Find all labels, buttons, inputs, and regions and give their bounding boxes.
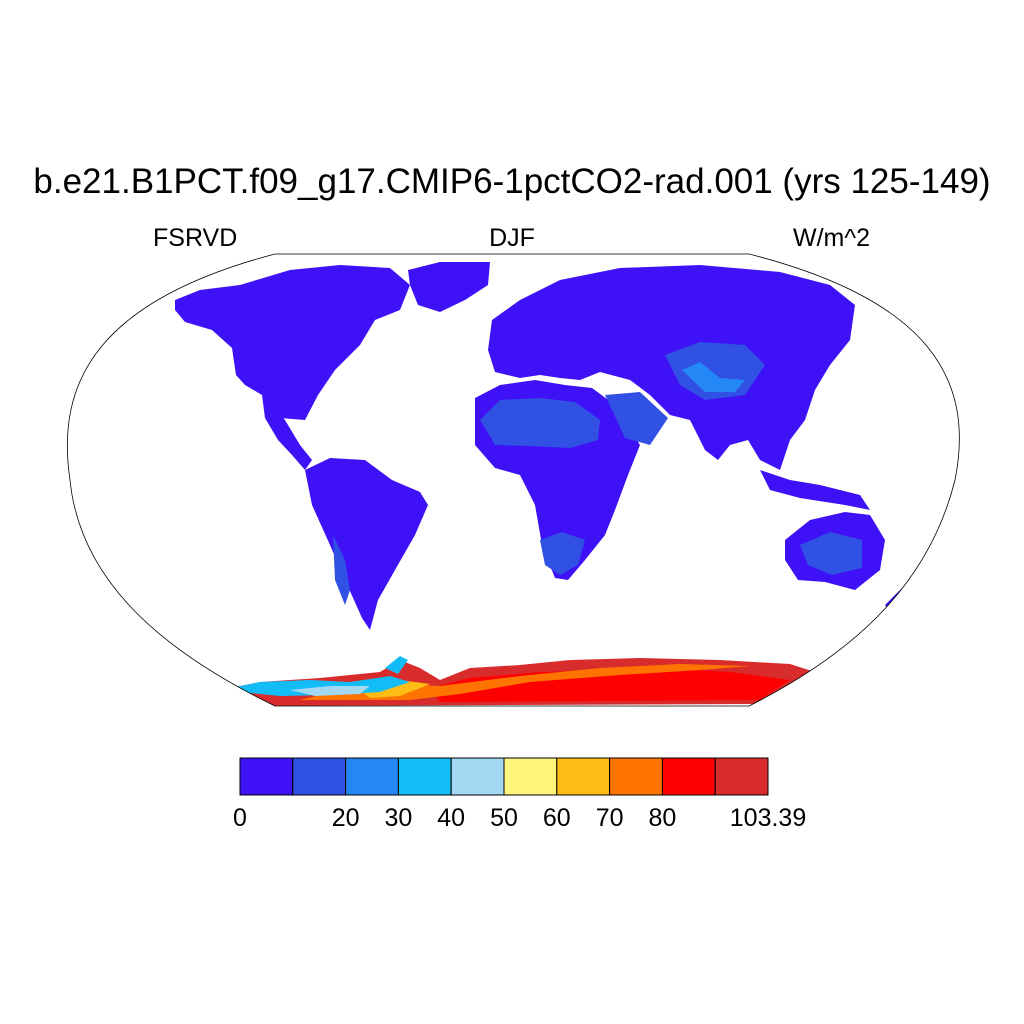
- tibetan-plateau-peak: [682, 362, 745, 392]
- southern-africa-region: [540, 532, 585, 575]
- colorbar-swatch: [661, 757, 716, 796]
- units-label: W/m^2: [792, 224, 870, 252]
- colorbar-tick-label: 60: [542, 804, 571, 832]
- colorbar-swatch: [397, 757, 452, 796]
- south-america-landmass: [305, 458, 428, 630]
- variable-label: FSRVD: [153, 224, 238, 252]
- colorbar-tick-label: 40: [437, 804, 466, 832]
- plot-title: b.e21.B1PCT.f09_g17.CMIP6-1pctCO2-rad.00…: [33, 162, 991, 201]
- south-america-andes: [333, 535, 350, 605]
- colorbar-swatch: [450, 757, 505, 796]
- map-boundary: [66, 253, 960, 707]
- colorbar-tick-label: 103.39: [729, 804, 807, 832]
- sahara-region: [480, 398, 600, 448]
- australia-interior: [800, 532, 862, 575]
- colorbar-tick-label: 30: [384, 804, 413, 832]
- colorbar-swatch: [292, 757, 347, 796]
- colorbar-swatch: [239, 757, 294, 796]
- indonesia-islands: [760, 470, 870, 510]
- colorbar-swatch: [345, 757, 399, 796]
- greenland-landmass: [408, 262, 490, 312]
- season-label: DJF: [489, 224, 535, 252]
- colorbar-tick-label: 80: [648, 804, 677, 832]
- colorbar-swatch: [714, 757, 769, 796]
- colorbar-tick-label: 0: [233, 804, 247, 832]
- antarctic-peninsula: [385, 656, 408, 674]
- north-america-landmass: [175, 265, 410, 420]
- colorbar-tick-label: 50: [490, 804, 518, 832]
- colorbar-swatch: [609, 757, 663, 796]
- colorbar-tick-label: 20: [331, 804, 360, 832]
- antarctica-west-light: [290, 686, 370, 696]
- colorbar-tick-label: 70: [595, 804, 624, 832]
- central-america-landmass: [262, 395, 312, 470]
- antarctica-yellow-band: [360, 680, 430, 698]
- colorbar-swatch: [556, 757, 611, 796]
- arabian-peninsula: [605, 392, 668, 445]
- colorbar-swatch: [503, 757, 558, 796]
